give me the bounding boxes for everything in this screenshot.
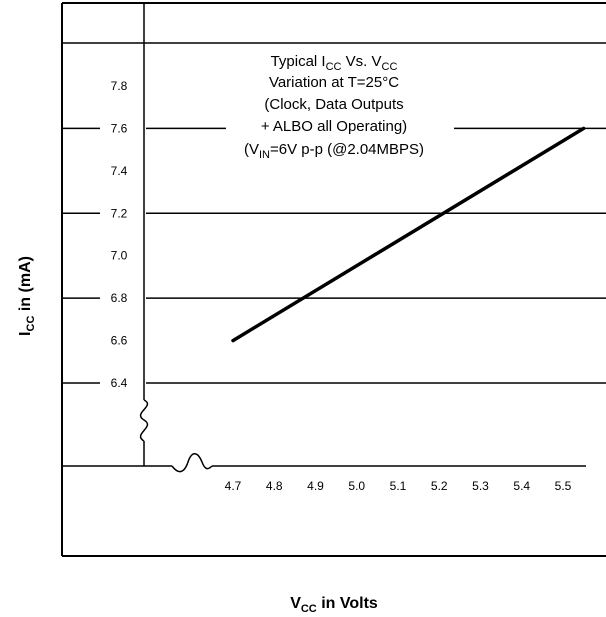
- title-line-2: Variation at T=25°C: [269, 74, 399, 91]
- x-tick-label: 5.2: [431, 479, 448, 493]
- x-axis-label: VCC in Volts: [290, 595, 378, 615]
- x-tick-label: 5.5: [555, 479, 572, 493]
- title-line-4: + ALBO all Operating): [261, 118, 407, 135]
- x-tick-label: 4.7: [225, 479, 242, 493]
- y-tick-label: 7.0: [111, 249, 128, 263]
- title-line-1: Typical ICC Vs. VCC: [271, 53, 398, 73]
- y-tick-label: 7.2: [111, 206, 128, 220]
- x-tick-label: 4.8: [266, 479, 283, 493]
- y-tick-label: 6.8: [111, 291, 128, 305]
- title-line-5: (VIN=6V p-p (@2.04MBPS): [244, 141, 424, 161]
- y-axis-label: ICC in (mA): [17, 256, 37, 336]
- y-tick-label: 6.4: [111, 376, 128, 390]
- x-tick-label: 5.4: [513, 479, 530, 493]
- title-line-3: (Clock, Data Outputs: [264, 96, 403, 113]
- chart-frame: [61, 2, 606, 557]
- y-tick-label: 7.6: [111, 121, 128, 135]
- x-tick-label: 5.1: [390, 479, 407, 493]
- x-tick-labels: 4.7 4.8 4.9 5.0 5.1 5.2 5.3 5.4 5.5: [225, 479, 572, 493]
- x-tick-label: 5.3: [472, 479, 489, 493]
- data-series: [231, 126, 586, 343]
- y-tick-label: 7.4: [111, 164, 128, 178]
- x-axis-break: [171, 453, 213, 473]
- y-axis-break: [139, 399, 149, 442]
- x-tick-label: 4.9: [307, 479, 324, 493]
- y-tick-label: 6.6: [111, 334, 128, 348]
- y-tick-label: 7.8: [111, 79, 128, 93]
- series-line: [231, 126, 586, 343]
- axis-labels: VCC in Volts ICC in (mA): [17, 256, 378, 615]
- x-tick-label: 5.0: [348, 479, 365, 493]
- y-tick-labels: 7.8 7.6 7.4 7.2 7.0 6.8 6.6 6.4: [111, 79, 128, 390]
